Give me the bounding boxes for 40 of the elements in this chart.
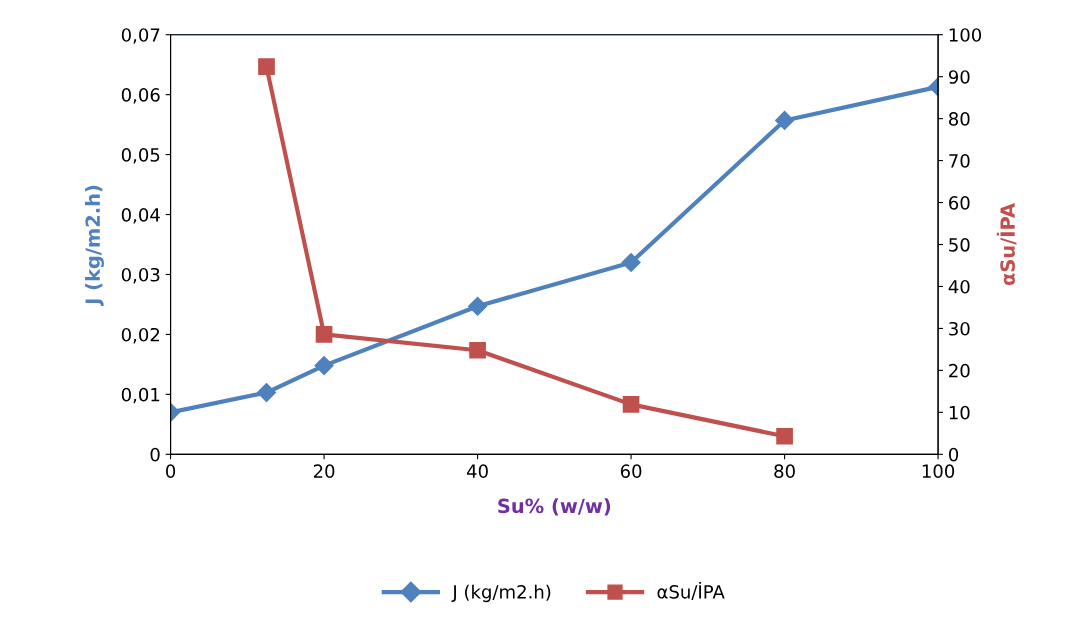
point xyxy=(776,427,793,445)
y2-tick-label: 0 xyxy=(948,447,959,462)
y2-tick-label: 40 xyxy=(948,279,970,294)
legend-label: J (kg/m2.h) xyxy=(451,584,551,603)
x-tick-label: 60 xyxy=(620,464,642,479)
y2-tick-label: 90 xyxy=(948,70,970,84)
point xyxy=(314,356,334,376)
x-tick-label: 40 xyxy=(466,464,488,479)
x-tick-label: 20 xyxy=(313,464,335,479)
y-axis-title: J (kg/m2.h) xyxy=(85,185,104,306)
point xyxy=(258,58,275,75)
x-tick-label: 0 xyxy=(166,464,176,479)
y2-tick-label: 10 xyxy=(949,405,970,420)
y2-tick-label: 100 xyxy=(949,28,982,42)
y-tick-label: 0,01 xyxy=(121,387,160,404)
x-axis-title: Su% (w/w) xyxy=(498,498,611,516)
y2-tick-label: 20 xyxy=(949,363,970,378)
y2-tick-label: 80 xyxy=(949,112,970,126)
point xyxy=(315,325,333,343)
y-tick-label: 0,02 xyxy=(121,327,160,344)
point xyxy=(775,110,795,130)
y2-tick-label: 50 xyxy=(949,237,970,252)
point xyxy=(622,396,640,413)
y-tick-label: 0,03 xyxy=(121,267,160,284)
y-tick-label: 0,04 xyxy=(121,208,160,224)
y2-tick-label: 30 xyxy=(949,321,970,336)
y-tick-label: 0,06 xyxy=(121,88,160,104)
point xyxy=(469,341,486,359)
y-tick-label: 0,05 xyxy=(121,148,160,164)
point xyxy=(621,252,641,273)
y-tick-label: 0,07 xyxy=(121,28,160,44)
point xyxy=(256,383,277,403)
x-tick-label: 80 xyxy=(774,464,795,479)
y2-tick-label: 70 xyxy=(949,154,970,168)
y2-tick-label: 60 xyxy=(949,196,970,210)
legend-label: αSu/İPA xyxy=(657,581,725,601)
x-tick-label: 100 xyxy=(922,464,955,479)
point xyxy=(468,296,488,316)
y-tick-label: 0 xyxy=(150,447,160,462)
y2-axis-title: αSu/İPA xyxy=(996,203,1017,286)
